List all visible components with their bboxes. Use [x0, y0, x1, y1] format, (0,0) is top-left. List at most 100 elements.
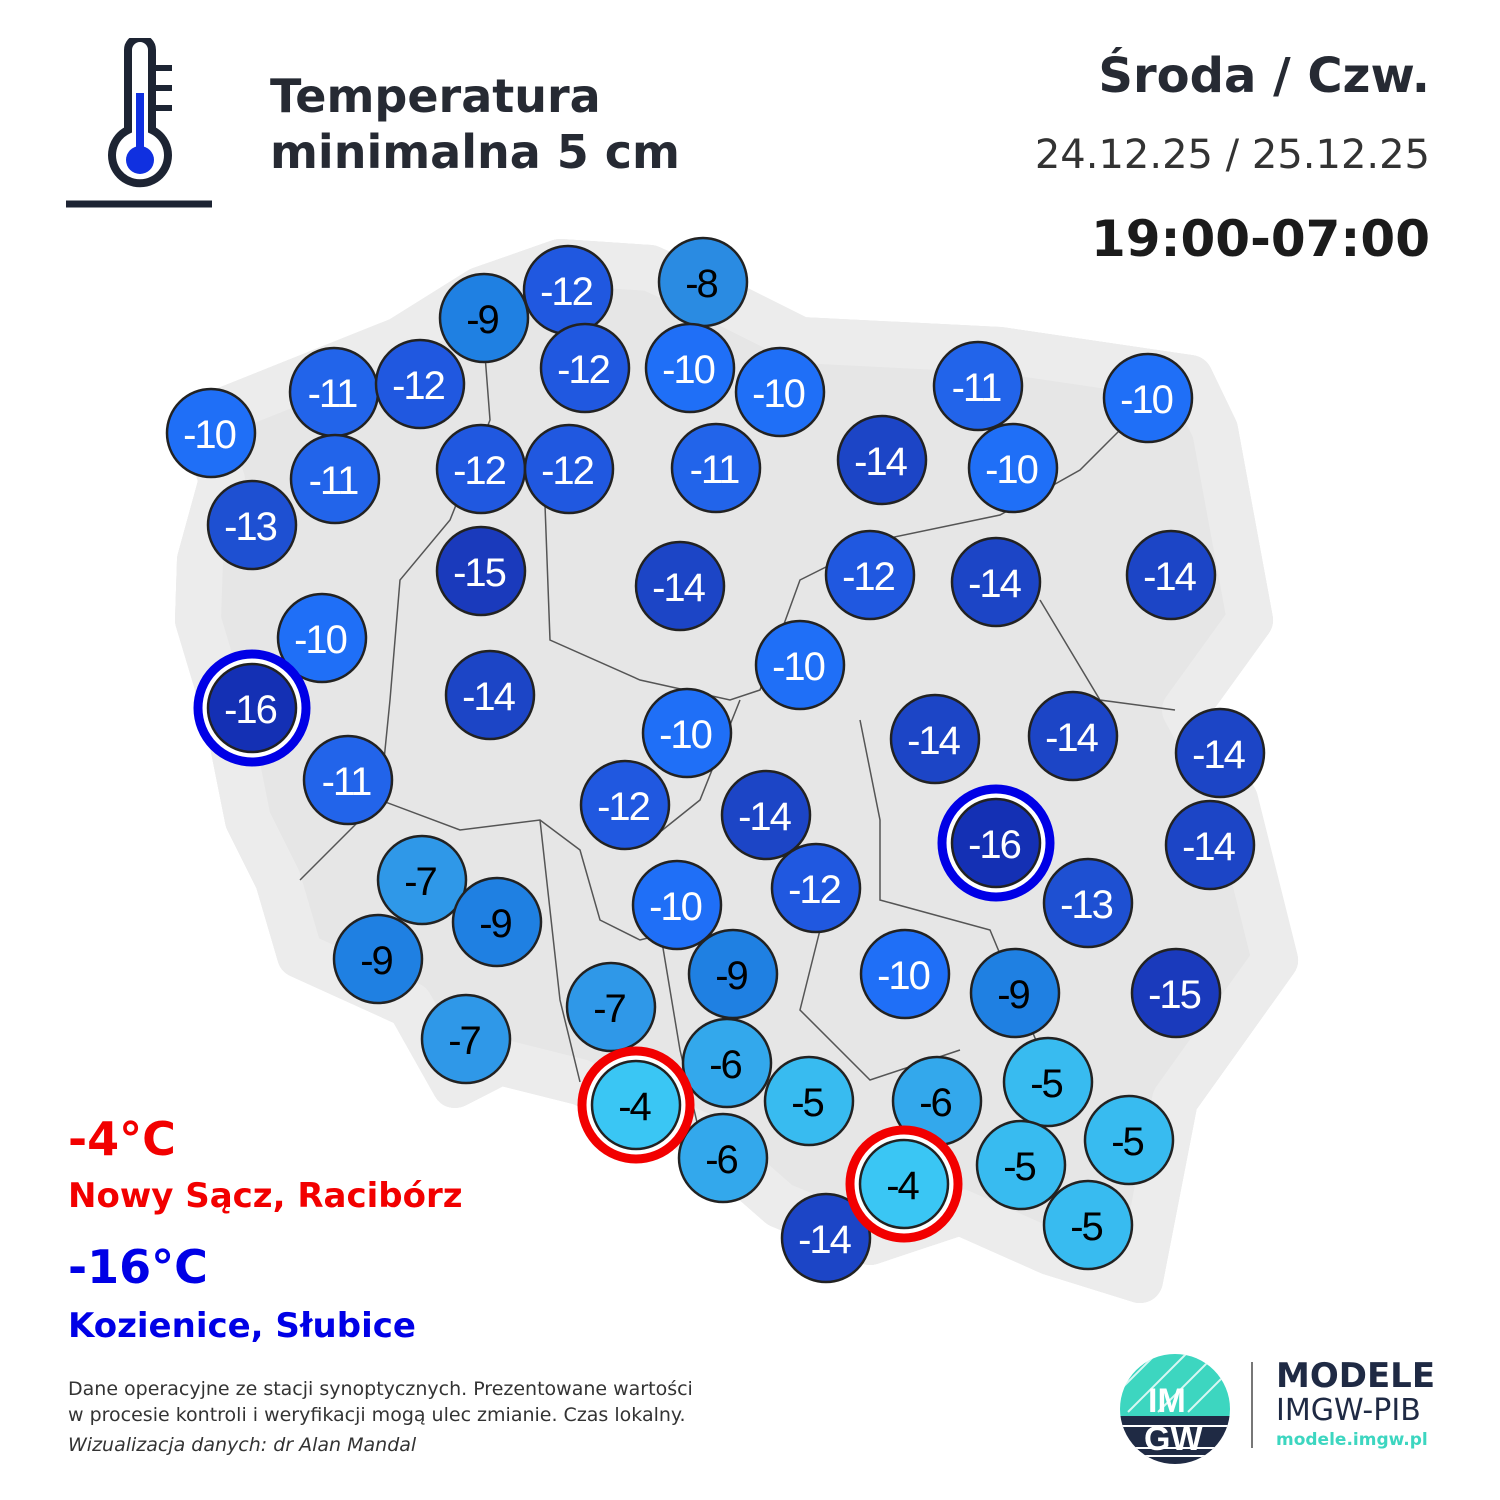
station-value: -10 [877, 954, 930, 998]
station-marker: -9 [687, 928, 779, 1020]
station-markers: -9-12 -8-11 -12 -12 -10-10 -11 -10-10-11 -12 -12… [165, 236, 1266, 1284]
station-circle [631, 859, 723, 951]
station-marker: -7 [565, 961, 657, 1053]
station-circle [969, 947, 1061, 1039]
station-circle [1164, 799, 1256, 891]
station-circle [438, 272, 530, 364]
station-marker: -9 [969, 947, 1061, 1039]
station-marker: -11 [670, 422, 762, 514]
station-marker: -14 [1125, 529, 1217, 621]
station-value: -10 [183, 413, 236, 457]
station-value: -11 [309, 459, 359, 503]
station-circle [1002, 1036, 1094, 1128]
brand-url[interactable]: modele.imgw.pl [1276, 1430, 1428, 1450]
min-stations-text: Kozienice, Słubice [68, 1306, 416, 1346]
station-marker: -10 [754, 619, 846, 711]
station-marker: -12 [435, 423, 527, 515]
station-value: -4 [886, 1164, 919, 1208]
station-marker: -14 [950, 536, 1042, 628]
station-value: -7 [593, 987, 625, 1031]
station-marker: -14 [780, 1192, 872, 1284]
disclaimer-line-2: w procesie kontroli i weryfikacji mogą u… [68, 1404, 686, 1426]
station-circle [1042, 857, 1134, 949]
title-line-1: Temperatura [270, 69, 601, 123]
station-value: -9 [997, 973, 1029, 1017]
station-marker: -4 [845, 1125, 963, 1243]
disclaimer-line-1: Dane operacyjne ze stacji synoptycznych.… [68, 1378, 693, 1400]
station-circle [1042, 1179, 1134, 1271]
map-title: Temperatura minimalna 5 cm [270, 68, 680, 180]
data-disclaimer: Dane operacyjne ze stacji synoptycznych.… [68, 1376, 693, 1428]
station-circle [644, 322, 736, 414]
station-circle [1130, 947, 1222, 1039]
station-marker: -15 [1130, 947, 1222, 1039]
station-circle [1102, 352, 1194, 444]
station-circle [634, 540, 726, 632]
station-circle [523, 423, 615, 515]
station-value: -12 [557, 348, 610, 392]
station-marker: -10 [734, 346, 826, 438]
station-value: -10 [752, 372, 805, 416]
min-temp-text: -16°C [68, 1240, 208, 1294]
station-circle [677, 1112, 769, 1204]
station-marker: -12 [522, 244, 614, 336]
station-value: -10 [649, 885, 702, 929]
logo-text-top: IM [1148, 1382, 1186, 1420]
station-circle [681, 1017, 773, 1109]
station-value: -10 [1120, 378, 1173, 422]
station-circle [420, 993, 512, 1085]
time-range: 19:00-07:00 [1090, 210, 1430, 268]
visualization-credit: Wizualizacja danych: dr Alan Mandal [68, 1434, 417, 1456]
station-marker: -11 [289, 433, 381, 525]
station-marker: -15 [435, 525, 527, 617]
station-marker: -6 [677, 1112, 769, 1204]
station-value: -13 [224, 505, 277, 549]
station-marker: -13 [206, 479, 298, 571]
station-circle [444, 649, 536, 741]
station-circle [763, 1055, 855, 1147]
station-marker: -14 [634, 540, 726, 632]
station-marker: -7 [376, 834, 468, 926]
station-marker: -9 [332, 913, 424, 1005]
station-value: -10 [659, 713, 712, 757]
station-circle [206, 479, 298, 571]
station-circle [670, 422, 762, 514]
station-circle [858, 1138, 950, 1230]
station-value: -7 [404, 860, 436, 904]
station-circle [1027, 690, 1119, 782]
station-circle [687, 928, 779, 1020]
logo-text-bottom: GW [1144, 1420, 1203, 1458]
station-value: -8 [685, 262, 717, 306]
imgw-logo: IM GW [1120, 1354, 1230, 1464]
station-value: -11 [308, 372, 358, 416]
station-marker: -16 [193, 649, 311, 767]
brand-block: MODELE IMGW-PIB modele.imgw.pl [1276, 1358, 1435, 1452]
station-marker: -5 [975, 1119, 1067, 1211]
station-marker: -14 [444, 649, 536, 741]
station-value: -9 [479, 902, 511, 946]
station-marker: -12 [579, 759, 671, 851]
station-circle [539, 322, 631, 414]
min-temp-stations: Kozienice, Słubice [68, 1306, 416, 1346]
station-value: -4 [618, 1085, 651, 1129]
station-circle [836, 414, 928, 506]
station-value: -5 [1111, 1120, 1143, 1164]
station-value: -12 [597, 785, 650, 829]
station-marker: -11 [932, 340, 1024, 432]
station-marker: -5 [1002, 1036, 1094, 1128]
station-value: -12 [788, 868, 841, 912]
station-marker: -11 [288, 346, 380, 438]
max-stations-text: Nowy Sącz, Racibórz [68, 1176, 463, 1216]
station-circle [1125, 529, 1217, 621]
station-value: -14 [1143, 555, 1197, 599]
station-circle [754, 619, 846, 711]
station-circle [967, 422, 1059, 514]
station-value: -13 [1060, 883, 1113, 927]
station-marker: -14 [836, 414, 928, 506]
station-value: -10 [985, 448, 1038, 492]
station-circle [734, 346, 826, 438]
station-value: -12 [842, 555, 895, 599]
station-circle [332, 913, 424, 1005]
station-circle [889, 693, 981, 785]
station-marker: -13 [1042, 857, 1134, 949]
